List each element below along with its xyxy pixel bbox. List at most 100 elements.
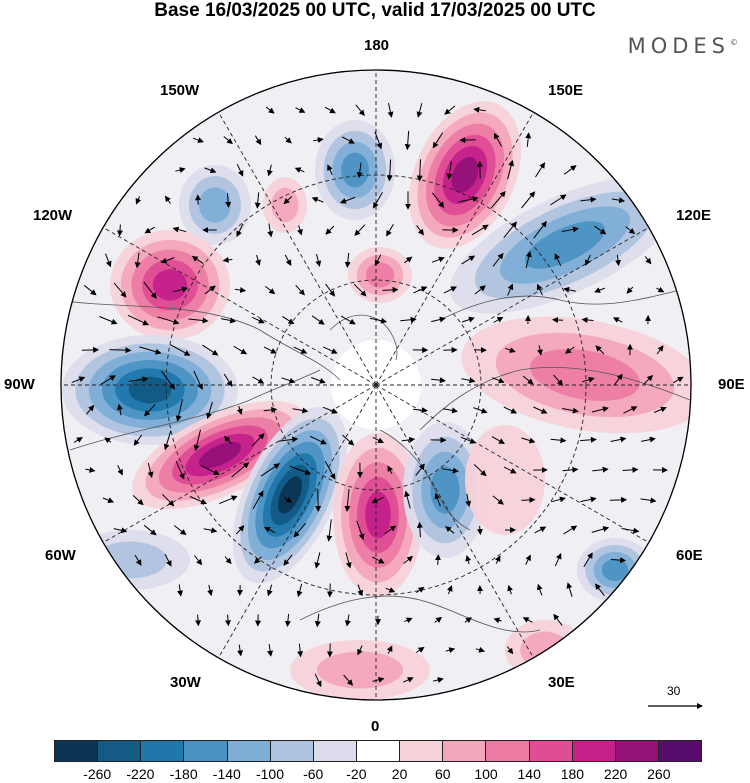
wind-arrow bbox=[460, 436, 477, 444]
anomaly-field bbox=[62, 101, 691, 700]
meridian-line bbox=[375, 111, 534, 386]
wind-arrow bbox=[563, 165, 577, 175]
wind-arrow bbox=[387, 102, 394, 118]
colorbar-label: -20 bbox=[346, 766, 367, 782]
wind-arrow bbox=[413, 286, 428, 294]
wind-arrow bbox=[476, 160, 483, 179]
wind-arrow bbox=[434, 616, 443, 623]
wind-arrow bbox=[525, 554, 531, 565]
meridian-line bbox=[375, 227, 650, 386]
wind-arrow bbox=[372, 676, 385, 683]
wind-arrow bbox=[416, 586, 425, 594]
wind-arrow bbox=[416, 646, 425, 653]
wind-arrow bbox=[314, 673, 322, 688]
wind-arrow bbox=[353, 283, 367, 297]
wind-arrow bbox=[315, 253, 322, 267]
coastlines bbox=[61, 289, 691, 633]
high-anomaly bbox=[408, 101, 522, 249]
wind-arrow bbox=[566, 582, 573, 597]
colorbar-box bbox=[98, 741, 142, 761]
wind-arrow bbox=[582, 376, 595, 383]
wind-arrow bbox=[534, 526, 547, 534]
wind-arrow bbox=[83, 284, 97, 296]
wind-arrow bbox=[610, 436, 627, 443]
wind-arrow bbox=[369, 317, 388, 324]
wind-arrow bbox=[446, 161, 453, 180]
wind-arrow bbox=[233, 345, 248, 355]
wind-arrow bbox=[371, 556, 385, 564]
wind-arrow bbox=[615, 254, 621, 267]
map-disc-border bbox=[60, 69, 692, 701]
wind-arrow bbox=[416, 521, 423, 538]
wind-arrow bbox=[267, 644, 274, 657]
wind-arrow bbox=[278, 436, 299, 443]
wind-arrow bbox=[653, 406, 667, 413]
wind-arrow bbox=[521, 496, 536, 503]
wind-arrow bbox=[564, 346, 575, 354]
lon-label-60e: 60E bbox=[676, 547, 703, 564]
wind-arrow bbox=[135, 196, 142, 205]
lon-label-180: 180 bbox=[364, 37, 390, 54]
wind-arrow bbox=[442, 467, 459, 474]
wind-arrow bbox=[386, 224, 394, 237]
colorbar-label: 220 bbox=[603, 766, 628, 782]
coastline bbox=[439, 289, 681, 321]
wind-arrow bbox=[493, 317, 504, 323]
wind-arrow bbox=[416, 225, 424, 236]
low-anomaly bbox=[577, 538, 653, 602]
wind-arrow bbox=[373, 191, 383, 209]
wind-arrow bbox=[100, 375, 116, 385]
wind-arrow bbox=[613, 373, 623, 386]
wind-arrow bbox=[374, 254, 382, 266]
wind-arrow bbox=[356, 520, 365, 541]
wind-arrow bbox=[386, 645, 393, 654]
wind-arrow bbox=[189, 496, 208, 505]
colorbar-label: 140 bbox=[517, 766, 541, 782]
wind-arrow bbox=[553, 613, 563, 626]
wind-arrow bbox=[507, 159, 515, 180]
wind-arrow bbox=[594, 583, 605, 597]
wind-arrow bbox=[443, 286, 457, 294]
lon-label-90e: 90E bbox=[718, 376, 745, 393]
wind-arrow bbox=[202, 344, 219, 356]
wind-arrow bbox=[163, 430, 172, 451]
wind-arrow bbox=[433, 677, 444, 683]
wind-arrow bbox=[293, 522, 307, 538]
wind-arrow bbox=[85, 466, 96, 473]
wind-arrow bbox=[254, 135, 262, 146]
wind-arrow bbox=[175, 461, 185, 480]
wind-arrow bbox=[143, 281, 157, 299]
wind-arrow bbox=[195, 614, 202, 627]
wind-arrow bbox=[404, 130, 411, 151]
wind-arrow bbox=[595, 345, 605, 355]
wind-arrow bbox=[458, 196, 479, 203]
wind-arrow bbox=[296, 583, 303, 598]
wind-arrow bbox=[561, 226, 579, 233]
wind-arrow bbox=[641, 436, 656, 443]
colorbar-label: -220 bbox=[126, 766, 155, 782]
wind-arrow bbox=[200, 464, 220, 476]
wind-arrow bbox=[113, 527, 128, 534]
wind-arrow bbox=[311, 377, 326, 384]
wind-arrow bbox=[357, 584, 364, 597]
wind-arrow bbox=[522, 375, 534, 385]
wind-arrow bbox=[144, 403, 156, 417]
wind-arrow bbox=[223, 373, 233, 387]
wind-arrow bbox=[99, 316, 118, 325]
wind-arrow bbox=[339, 196, 356, 204]
wind-arrow bbox=[431, 316, 446, 323]
wind-arrow bbox=[236, 223, 244, 237]
wind-arrow bbox=[434, 492, 441, 507]
wind-arrow bbox=[311, 196, 324, 203]
wind-arrow bbox=[435, 554, 441, 565]
wind-arrow bbox=[562, 407, 579, 414]
wind-arrow bbox=[386, 159, 393, 182]
wind-arrow bbox=[162, 493, 175, 507]
wind-arrow bbox=[322, 406, 338, 414]
wind-arrow bbox=[552, 317, 564, 323]
wind-arrow bbox=[81, 346, 100, 353]
wind-arrow bbox=[222, 256, 233, 263]
wind-arrow bbox=[621, 527, 640, 534]
wind-arrow bbox=[610, 557, 627, 564]
colorbar-box bbox=[141, 741, 185, 761]
